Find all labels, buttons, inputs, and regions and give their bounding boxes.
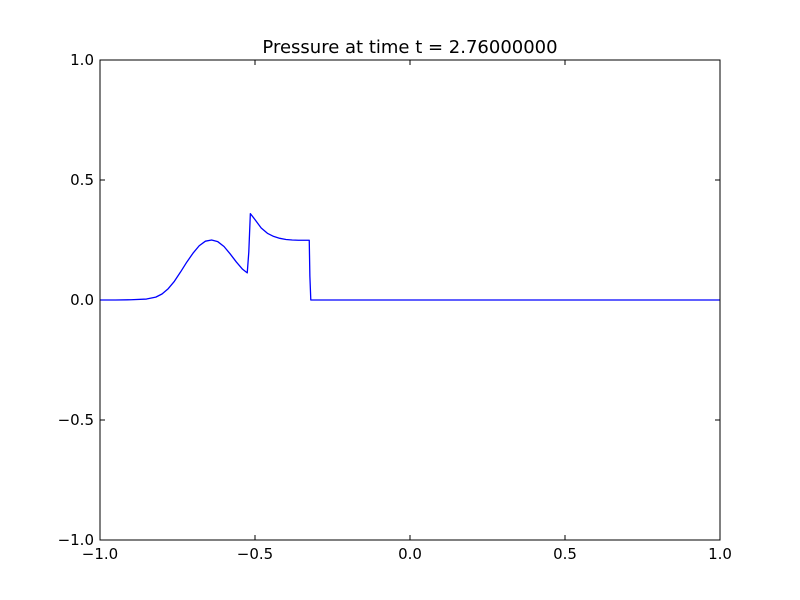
pressure-series-line [100,212,720,301]
x-tick-label: −0.5 [237,545,273,563]
y-tick-label: 0.5 [70,171,94,189]
y-tick-label: −0.5 [58,411,94,429]
plot-lines [100,212,720,301]
x-tick-label: −1.0 [82,545,118,563]
y-tick-label: 1.0 [70,51,94,69]
x-tick-label: 1.0 [708,545,732,563]
tick-label-group: −1.0 −0.5 0.0 0.5 1.0 −1.0 −0.5 0.0 0.5 1.0 [58,51,732,563]
y-tick-label: −1.0 [58,531,94,549]
x-tick-label: 0.5 [553,545,577,563]
y-tick-label: 0.0 [70,291,94,309]
chart-title: Pressure at time t = 2.76000000 [262,37,557,58]
x-tick-label: 0.0 [398,545,422,563]
plot-frame [99,59,721,541]
